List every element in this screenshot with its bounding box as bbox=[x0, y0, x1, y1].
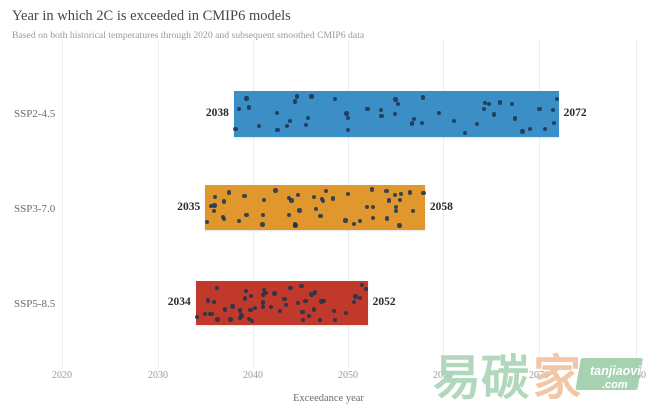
svg-text:.com: .com bbox=[602, 379, 628, 391]
svg-text:家: 家 bbox=[533, 352, 581, 405]
svg-text:tanjiaovi: tanjiaovi bbox=[590, 364, 641, 378]
svg-text:易碳: 易碳 bbox=[433, 352, 530, 405]
